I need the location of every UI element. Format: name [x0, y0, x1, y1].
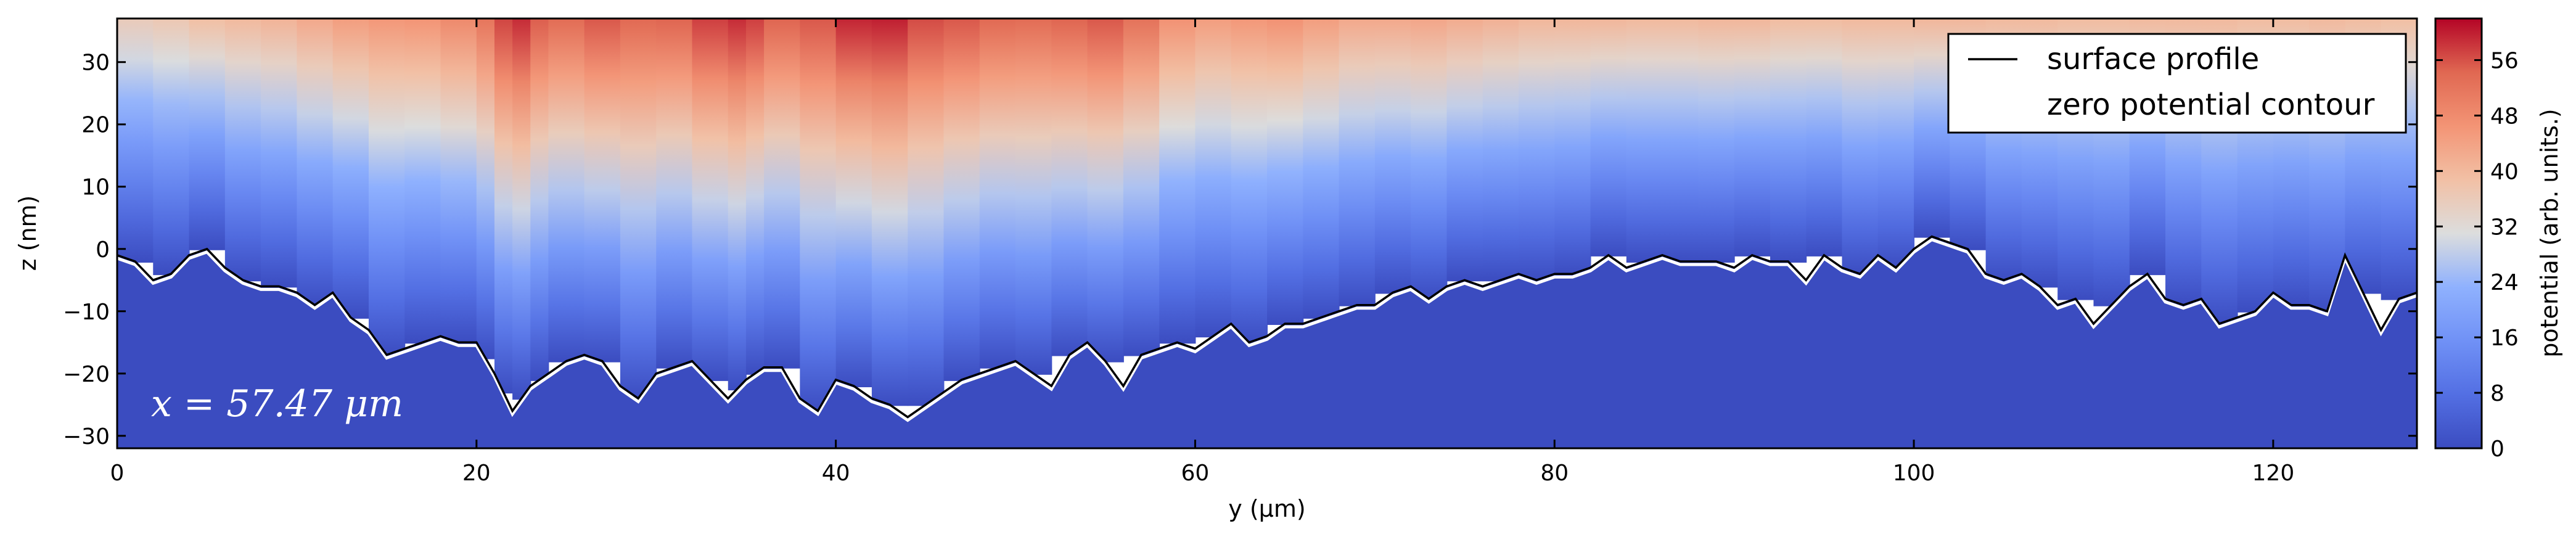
- heatmap-column: [1626, 18, 1663, 263]
- heatmap-column: [1662, 18, 1699, 263]
- legend-surface-profile-label: surface profile: [2047, 42, 2259, 76]
- heatmap-column: [800, 18, 837, 413]
- colorbar-tick-label: 48: [2490, 104, 2519, 129]
- y-tick-label: 20: [81, 113, 110, 138]
- colorbar-gradient: [2434, 17, 2483, 450]
- heatmap-column: [548, 18, 585, 363]
- position-annotation: x = 57.47 μm: [151, 382, 403, 425]
- colorbar-label: potential (arb. units.): [2536, 109, 2563, 357]
- heatmap-column: [871, 18, 909, 406]
- heatmap-column: [1842, 18, 1879, 276]
- below-surface-region: [117, 236, 2417, 448]
- colorbar: 0 8 16 24 32 40 48 56 potential (arb. units.): [2434, 17, 2563, 462]
- y-tick-label: 0: [96, 237, 110, 263]
- heatmap-column: [1159, 18, 1196, 344]
- heatmap-column: [1806, 18, 1843, 257]
- heatmap-column: [1123, 18, 1160, 356]
- heatmap-column: [1015, 18, 1052, 375]
- heatmap-column: [584, 18, 621, 363]
- colorbar-tick-label: 40: [2490, 159, 2519, 184]
- x-axis: 0 20 40 60 80 100 120: [110, 18, 2295, 486]
- colorbar-tick-label: 16: [2490, 326, 2519, 351]
- plot-frame: [116, 17, 2418, 450]
- colorbar-tick-label: 32: [2490, 215, 2519, 240]
- heatmap-column: [656, 18, 693, 369]
- heatmap-column: [835, 18, 872, 387]
- heatmap-column: [1267, 18, 1304, 325]
- heatmap-column: [1482, 18, 1519, 282]
- heatmap-column: [153, 18, 190, 276]
- heatmap-column: [943, 18, 980, 381]
- heatmap-column: [1734, 18, 1771, 257]
- heatmap-column: [332, 18, 369, 319]
- heatmap-column: [530, 18, 549, 381]
- legend-frame: [1947, 33, 2407, 134]
- heatmap-column: [728, 18, 747, 391]
- heatmap-column: [224, 18, 262, 282]
- heatmap-column: [979, 18, 1017, 369]
- heatmap-column: [1303, 18, 1340, 319]
- x-tick-label: 60: [1181, 461, 1210, 486]
- heatmap-column: [908, 18, 945, 406]
- heatmap-column: [1914, 18, 1951, 238]
- heatmap-column: [1877, 18, 1915, 269]
- heatmap-column: [297, 18, 334, 306]
- y-tick-label: 10: [81, 175, 110, 200]
- colorbar-tick-label: 56: [2490, 48, 2519, 73]
- x-tick-label: 100: [1893, 461, 1935, 486]
- heatmap-column: [1231, 18, 1268, 344]
- heatmap-column: [1446, 18, 1483, 282]
- y-axis: −30 −20 −10 0 10 20 30: [63, 51, 2417, 450]
- heatmap-column: [1411, 18, 1448, 300]
- heatmap-column: [1339, 18, 1376, 306]
- heatmap-column: [764, 18, 801, 369]
- heatmap-column: [1087, 18, 1124, 363]
- heatmap-column: [692, 18, 729, 381]
- heatmap-column: [1374, 18, 1412, 294]
- colorbar-tick-label: 8: [2490, 381, 2504, 406]
- heatmap-column: [1698, 18, 1735, 263]
- heatmap-column: [1051, 18, 1088, 356]
- heatmap-column: [1590, 18, 1627, 257]
- y-tick-label: −30: [63, 424, 110, 450]
- heatmap-column: [745, 18, 765, 375]
- heatmap-column: [189, 18, 226, 250]
- heatmap-column: [404, 18, 441, 344]
- colorbar-ticks: 0 8 16 24 32 40 48 56: [2435, 48, 2519, 462]
- legend-zero-contour-label: zero potential contour: [2047, 88, 2375, 122]
- heatmap-column: [261, 18, 298, 288]
- x-tick-label: 0: [110, 461, 125, 486]
- x-tick-label: 120: [2252, 461, 2295, 486]
- legend: surface profile zero potential contour: [1947, 33, 2407, 134]
- surface-profile-line: [117, 235, 2417, 419]
- x-tick-label: 80: [1540, 461, 1569, 486]
- x-tick-label: 40: [822, 461, 850, 486]
- colorbar-tick-label: 0: [2490, 437, 2504, 462]
- y-tick-label: −20: [63, 362, 110, 387]
- heatmap-column: [494, 18, 514, 394]
- heatmap-column: [1554, 18, 1591, 276]
- heatmap-column: [620, 18, 657, 400]
- heatmap-column: [1195, 18, 1232, 338]
- heatmap-column: [476, 18, 495, 359]
- potential-heatmap: [117, 18, 2417, 413]
- y-tick-label: 30: [81, 51, 110, 76]
- x-axis-label: y (µm): [1228, 495, 1305, 522]
- heatmap-column: [368, 18, 406, 356]
- plot-area: [116, 17, 2418, 450]
- heatmap-column: [1518, 18, 1556, 282]
- x-tick-label: 20: [462, 461, 491, 486]
- colorbar-tick-label: 24: [2490, 270, 2519, 295]
- heatmap-column: [117, 18, 154, 263]
- y-axis-label: z (nm): [14, 195, 41, 271]
- y-tick-label: −10: [63, 300, 110, 325]
- zero-potential-contour-line: [117, 237, 2417, 422]
- heatmap-column: [1770, 18, 1807, 263]
- heatmap-column: [440, 18, 477, 344]
- heatmap-column: [512, 18, 531, 400]
